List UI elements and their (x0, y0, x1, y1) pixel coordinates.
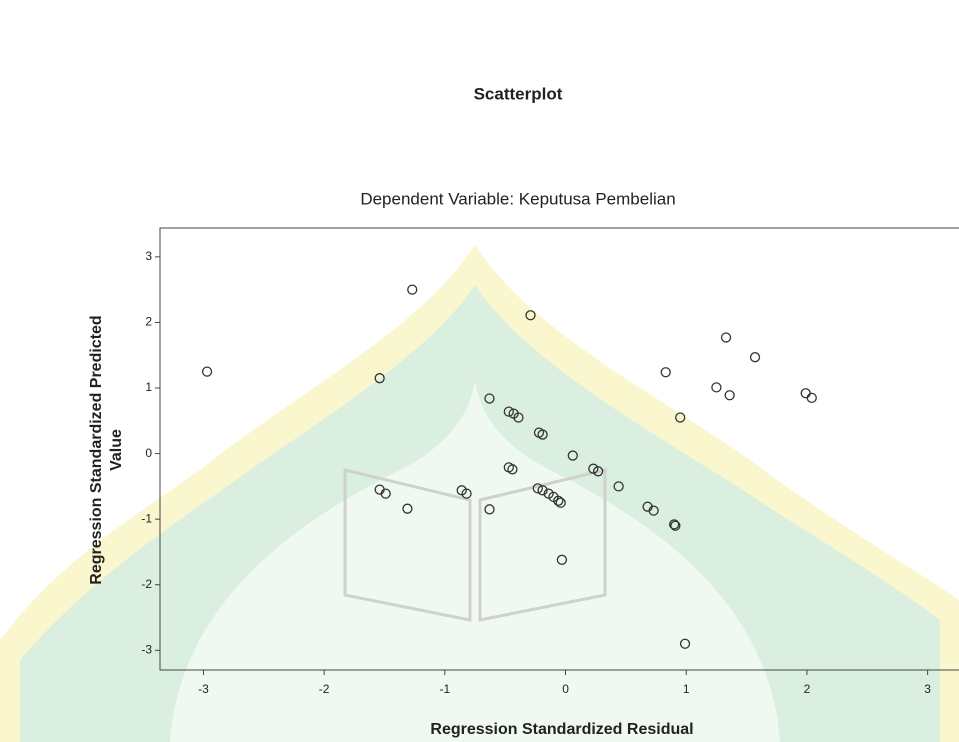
chart-subtitle: Dependent Variable: Keputusa Pembelian (360, 189, 675, 208)
point (408, 285, 417, 294)
x-tick-label: -3 (198, 682, 209, 696)
x-tick-label: 3 (924, 682, 931, 696)
point (751, 353, 760, 362)
y-tick-label: 3 (145, 249, 152, 263)
y-tick-label: -3 (141, 642, 152, 656)
point (661, 368, 670, 377)
x-tick-label: 2 (804, 682, 811, 696)
x-tick-label: -1 (440, 682, 451, 696)
point (725, 391, 734, 400)
point (712, 383, 721, 392)
x-tick-label: -2 (319, 682, 330, 696)
point (203, 367, 212, 376)
y-tick-label: -2 (141, 577, 152, 591)
x-tick-label: 1 (683, 682, 690, 696)
point (722, 333, 731, 342)
y-axis-label: Regression Standardized Predicted (88, 315, 105, 584)
x-axis-label: Regression Standardized Residual (430, 721, 693, 738)
point (801, 389, 810, 398)
point (807, 393, 816, 402)
y-tick-label: 0 (145, 446, 152, 460)
chart: Scatterplot Dependent Variable: Keputusa… (0, 0, 959, 742)
y-tick-label: 1 (145, 380, 152, 394)
y-axis-label: Value (108, 429, 125, 471)
y-tick-label: -1 (141, 511, 152, 525)
y-tick-label: 2 (145, 315, 152, 329)
watermark (0, 245, 959, 742)
chart-title: Scatterplot (474, 84, 563, 103)
x-tick-label: 0 (562, 682, 569, 696)
